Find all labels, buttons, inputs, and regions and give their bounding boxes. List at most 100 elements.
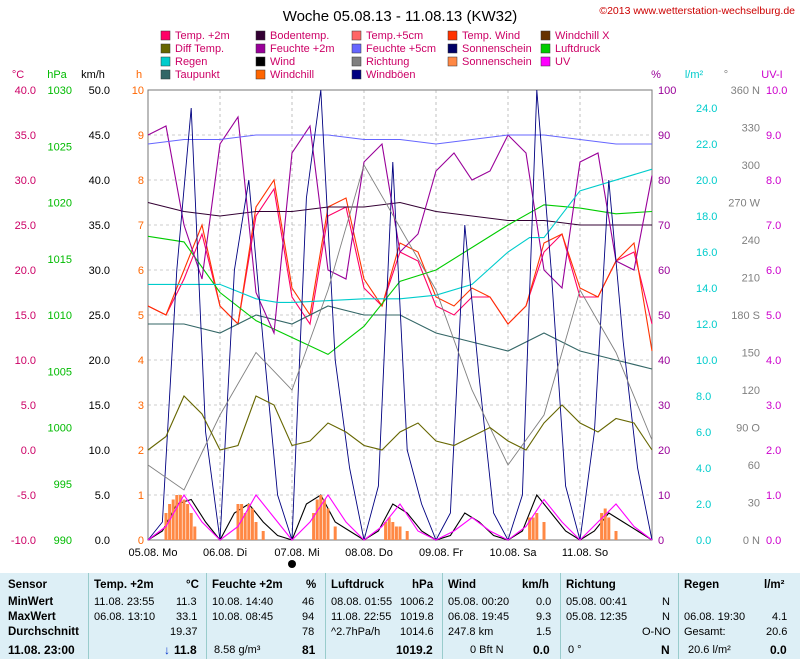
legend-label: Taupunkt: [175, 69, 220, 81]
max-temp-val: 33.1: [176, 611, 198, 623]
sunshine-bar: [315, 499, 319, 540]
axis-tick-label: 10.0: [696, 355, 717, 367]
sunshine-bar: [186, 504, 190, 540]
axis-unit-label: h: [136, 69, 142, 81]
axis-tick-label: 0.0: [696, 535, 711, 547]
axis-tick-label: 30: [658, 400, 670, 412]
max-druck-time: 11.08. 22:55: [331, 611, 392, 623]
avg-regen-label: Gesamt:: [684, 626, 726, 638]
axis-tick-label: 4: [138, 355, 144, 367]
avg-regen-val: 20.6: [766, 626, 788, 638]
legend-label: UV: [555, 56, 571, 68]
current-temp-arrow: ↓: [164, 643, 170, 657]
copyright-text: ©2013 www.wetterstation-wechselburg.de: [599, 5, 795, 17]
axis-tick-label: 8.0: [696, 391, 711, 403]
axis-unit-label: km/h: [81, 69, 105, 81]
legend-label: Bodentemp.: [270, 30, 329, 42]
row-min-label: MinWert: [8, 596, 54, 608]
avg-richtung-val: O-NO: [642, 626, 671, 638]
sunshine-bar: [250, 508, 254, 540]
sunshine-bar: [322, 499, 326, 540]
series-line: [147, 134, 652, 145]
axis-tick-label: 210: [742, 273, 760, 285]
axis-tick-label: 1010: [48, 310, 72, 322]
header-druck-unit: hPa: [412, 579, 434, 591]
legend-swatch: [255, 43, 266, 54]
axis-tick-label: 270 W: [728, 198, 760, 210]
axis-tick-label: 8.0: [766, 175, 781, 187]
min-temp-val: 11.3: [176, 596, 197, 608]
current-feuchte-extra: 8.58 g/m³: [214, 644, 261, 656]
sunshine-bar: [168, 504, 172, 540]
axis-tick-label: 150: [742, 348, 760, 360]
axis-tick-label: 50: [658, 310, 670, 322]
axis-unit-label: UV-I: [761, 69, 782, 81]
avg-temp-val: 19.37: [170, 626, 198, 638]
legend-label: Windchill: [270, 69, 314, 81]
axis-tick-label: 9.0: [766, 130, 781, 142]
sunshine-bar: [240, 504, 244, 540]
sunshine-bar: [247, 504, 251, 540]
axis-tick-label: 7: [138, 220, 144, 232]
header-temp: Temp. +2m: [94, 579, 154, 591]
sunshine-bar: [535, 513, 539, 540]
avg-wind-val: 1.5: [536, 626, 552, 638]
axis-tick-label: 1020: [48, 198, 72, 210]
axis-tick-label: 30.0: [15, 175, 36, 187]
axis-tick-label: 16.0: [696, 247, 717, 259]
series-line: [147, 493, 653, 541]
axis-tick-label: 5.0: [21, 400, 36, 412]
min-richtung-time: 05.08. 00:41: [566, 596, 628, 608]
series-line: [147, 163, 653, 491]
sunshine-bar: [193, 526, 197, 540]
row-max-label: MaxWert: [8, 611, 56, 623]
avg-wind-dist: 247.8 km: [448, 626, 494, 638]
axis-tick-label: 7.0: [766, 220, 781, 232]
header-temp-unit: °C: [186, 579, 199, 591]
current-regen-val: 0.0: [770, 643, 787, 657]
axis-tick-label: 3.0: [766, 400, 781, 412]
current-wind-bft: 0 Bft N: [470, 644, 504, 656]
sunshine-bar: [542, 522, 546, 540]
axis-tick-label: 330: [742, 123, 760, 135]
axis-tick-label: 50.0: [89, 85, 110, 97]
legend-swatch: [447, 43, 458, 54]
header-richtung: Richtung: [566, 579, 616, 591]
axis-tick-label: 40: [658, 355, 670, 367]
axis-tick-label: 1: [138, 490, 144, 502]
axis-tick-label: 4.0: [696, 463, 711, 475]
legend-swatch: [351, 69, 362, 80]
legend-swatch: [255, 69, 266, 80]
axis-unit-label: l/m²: [685, 69, 704, 81]
axis-tick-label: 5: [138, 310, 144, 322]
max-feuchte-time: 10.08. 08:45: [212, 611, 274, 623]
axis-tick-label: 100: [658, 85, 676, 97]
max-richtung-time: 05.08. 12:35: [566, 611, 628, 623]
axis-tick-label: 15.0: [15, 310, 36, 322]
axis-tick-label: 6: [138, 265, 144, 277]
axis-tick-label: 2.0: [766, 445, 781, 457]
legend-label: Temp. +2m: [175, 30, 230, 42]
legend-label: Windböen: [366, 69, 416, 81]
max-wind-time: 06.08. 19:45: [448, 611, 510, 623]
current-feuchte-val: 81: [302, 643, 316, 657]
legend-label: Sonnenschein: [462, 56, 532, 68]
axis-tick-label: 90 O: [736, 423, 760, 435]
axis-tick-label: 35.0: [15, 130, 36, 142]
sunshine-bar: [189, 513, 193, 540]
x-tick-label: 07.08. Mi: [274, 547, 319, 559]
sunshine-bar: [405, 531, 409, 540]
axis-tick-label: 20.0: [15, 265, 36, 277]
axis-tick-label: 30: [748, 498, 760, 510]
legend-swatch: [160, 69, 171, 80]
legend-label: Regen: [175, 56, 207, 68]
axis-tick-label: 6.0: [766, 265, 781, 277]
max-druck-val: 1019.8: [400, 611, 434, 623]
series-line: [147, 493, 653, 541]
max-regen-time: 06.08. 19:30: [684, 611, 746, 623]
axis-tick-label: 3: [138, 400, 144, 412]
axis-tick-label: 6.0: [696, 427, 711, 439]
axis-tick-label: 2.0: [696, 499, 711, 511]
header-feuchte-unit: %: [306, 579, 317, 591]
axis-tick-label: 80: [658, 175, 670, 187]
